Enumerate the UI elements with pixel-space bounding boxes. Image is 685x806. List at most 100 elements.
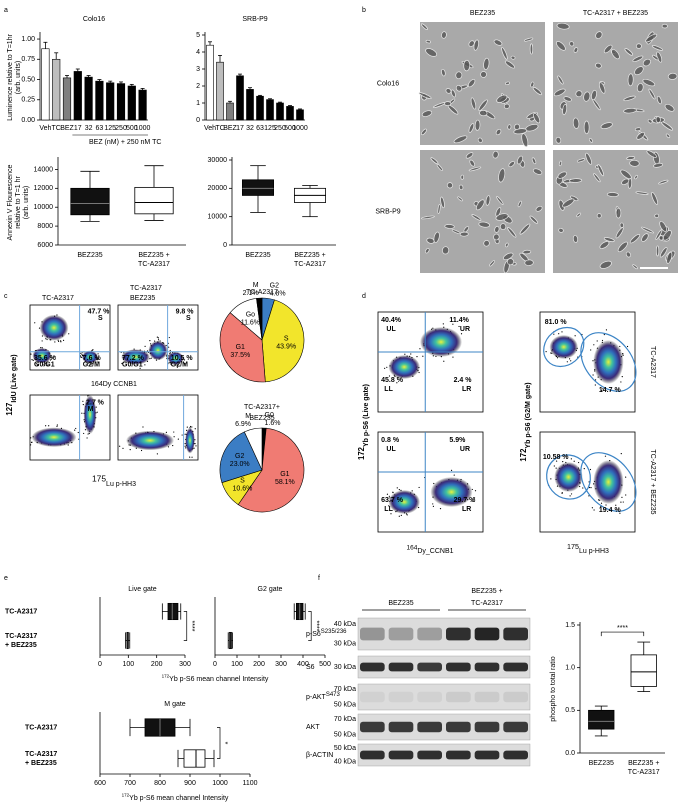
event-dot xyxy=(471,500,474,502)
cell xyxy=(517,200,522,208)
event-dot xyxy=(615,504,617,506)
blot-strip xyxy=(357,683,531,711)
gate-ellipse xyxy=(580,452,637,512)
band xyxy=(360,721,385,733)
cell xyxy=(504,60,516,69)
cell xyxy=(600,122,613,129)
cell xyxy=(641,233,649,242)
pie-value-label: 1.6% xyxy=(265,420,281,427)
cell xyxy=(556,41,566,51)
gate-label: 0.8 % xyxy=(381,437,400,444)
bar xyxy=(95,80,104,121)
event-dot xyxy=(184,433,186,435)
significance-bracket xyxy=(308,611,312,641)
x-tick-label: 1000 xyxy=(292,125,308,132)
event-dot xyxy=(473,497,476,499)
event-dot xyxy=(555,460,558,462)
event-dot xyxy=(410,353,412,355)
event-dot xyxy=(594,384,596,386)
event-dot xyxy=(189,456,191,458)
density-core xyxy=(39,314,69,341)
event-dot xyxy=(625,476,627,478)
band xyxy=(388,627,414,641)
plot-frame xyxy=(29,394,111,461)
x-tick-label: 250 xyxy=(115,125,127,132)
micrograph xyxy=(420,150,545,274)
band xyxy=(360,750,385,760)
cell xyxy=(483,57,490,70)
cell xyxy=(532,168,543,175)
event-dot xyxy=(139,367,141,369)
cell xyxy=(474,119,481,131)
x-tick-label: 125 xyxy=(264,125,276,132)
pie-slice xyxy=(219,431,263,483)
event-dot xyxy=(452,323,454,325)
event-dot xyxy=(568,358,571,360)
cell xyxy=(496,196,504,205)
cell xyxy=(529,215,538,224)
plot-title: TC-A2317 xyxy=(130,285,162,292)
event-dot xyxy=(398,515,400,517)
event-dot xyxy=(625,494,627,496)
y-axis-label-text: Yb p-S6 (Live gate) xyxy=(363,384,370,447)
marker-label: 40 kDa xyxy=(334,758,356,765)
pie-value-label: 43.9% xyxy=(276,344,296,351)
density-core xyxy=(185,427,195,454)
x-tick-label: 63 xyxy=(96,125,104,132)
cell xyxy=(535,205,543,212)
event-dot xyxy=(189,425,192,428)
density-plot xyxy=(377,431,484,533)
cell xyxy=(468,40,475,47)
cell xyxy=(653,162,664,168)
y-tick-label: 1 xyxy=(196,100,200,107)
x-tick-label: TC xyxy=(52,125,61,132)
gate-label: G0/G1 xyxy=(34,362,55,369)
cell xyxy=(664,103,675,112)
marker-label: 40 kDa xyxy=(334,621,356,628)
y-tick-label: 0 xyxy=(223,242,227,249)
cell xyxy=(493,233,500,241)
density-plot xyxy=(29,304,111,371)
density-core xyxy=(167,351,184,365)
cell xyxy=(437,204,441,214)
cell xyxy=(661,23,668,29)
event-dot xyxy=(157,337,160,339)
x-tick-label: BEZ235 xyxy=(589,760,614,767)
event-dot xyxy=(596,340,598,342)
y-tick-label: 0.00 xyxy=(21,117,35,124)
x-tick-label: TC-A2317 xyxy=(628,769,660,776)
y-tick-label: 8000 xyxy=(37,223,53,230)
cell xyxy=(647,119,653,124)
group-label: BEZ235 xyxy=(388,600,413,607)
gate-label: UR xyxy=(460,326,470,333)
marker-label: 70 kDa xyxy=(334,686,356,693)
x-tick-label: 200 xyxy=(151,661,163,668)
y-tick-label: 4 xyxy=(196,49,200,56)
group-label: TC-A2317 xyxy=(471,600,503,607)
pie-slice xyxy=(261,299,305,383)
band xyxy=(417,750,442,760)
cell xyxy=(606,192,619,198)
chart-title: Live gate xyxy=(128,586,157,593)
band xyxy=(474,750,500,760)
cell xyxy=(425,39,432,44)
density-core xyxy=(430,477,473,507)
cell xyxy=(556,22,570,30)
event-dot xyxy=(149,340,151,342)
marker-label: 30 kDa xyxy=(334,640,356,647)
cell xyxy=(557,171,567,179)
event-dot xyxy=(620,453,622,455)
sample-label: TC-A2317 xyxy=(649,346,656,378)
event-dot xyxy=(384,367,386,369)
y-tick-label: 30000 xyxy=(208,157,228,164)
event-dot xyxy=(387,497,389,499)
x-tick-label: 1000 xyxy=(212,780,228,787)
event-dot xyxy=(57,340,60,342)
gate-label: UL xyxy=(386,326,396,333)
band xyxy=(417,662,442,672)
cell xyxy=(450,89,456,98)
x-axis-label: 172Yb p-S6 mean channel Intensity xyxy=(162,674,269,683)
cell xyxy=(632,55,644,62)
cell xyxy=(623,107,637,114)
cell xyxy=(611,49,620,60)
